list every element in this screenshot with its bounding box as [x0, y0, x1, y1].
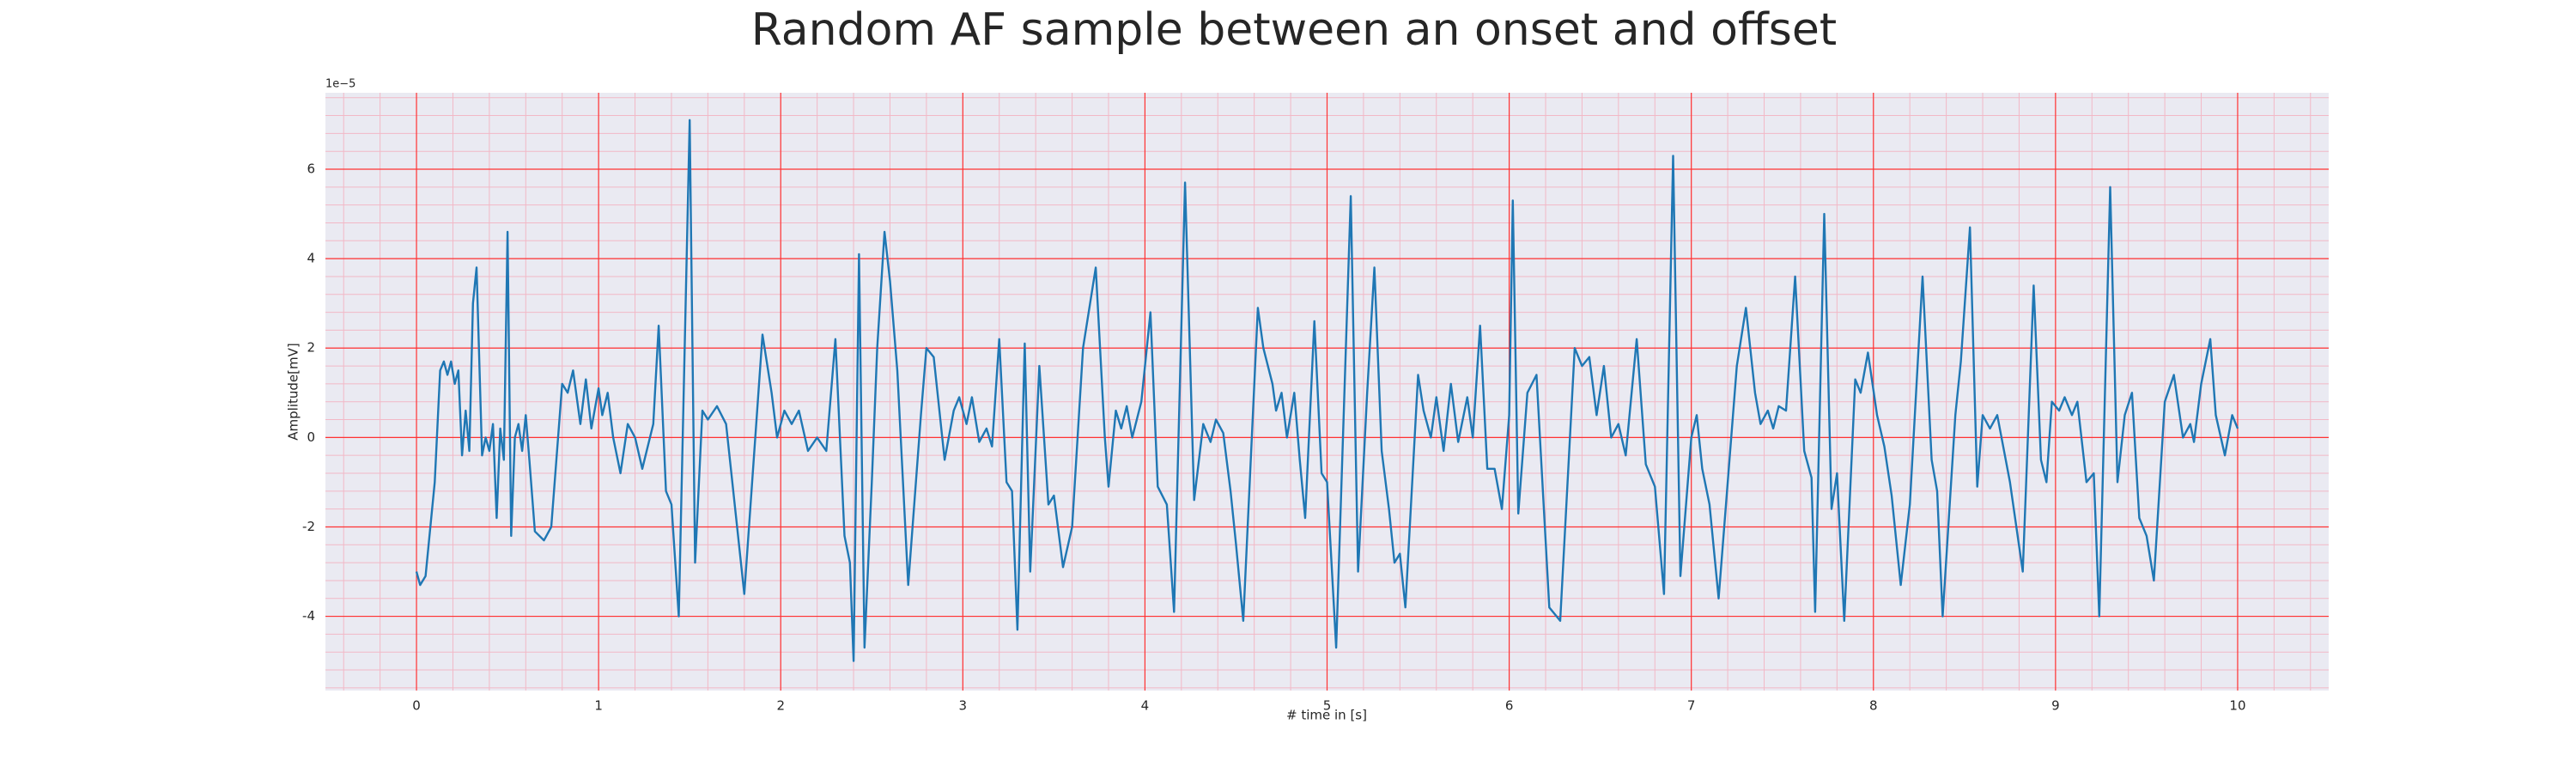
x-tick-label: 4	[1141, 698, 1150, 714]
x-tick-label: 7	[1687, 698, 1696, 714]
y-axis-label: Amplitude[mV]	[286, 343, 301, 440]
x-tick-label: 1	[594, 698, 603, 714]
y-tick-label: 0	[307, 429, 315, 445]
x-tick-label: 0	[412, 698, 421, 714]
y-tick-label: -2	[302, 519, 315, 534]
chart-title: Random AF sample between an onset and of…	[751, 4, 1837, 56]
y-tick-label: 6	[307, 161, 315, 177]
x-tick-label: 2	[776, 698, 785, 714]
y-offset-text: 1e−5	[325, 78, 355, 91]
x-tick-label: 10	[2229, 698, 2245, 714]
line	[415, 119, 2239, 662]
y-tick-label: 4	[307, 251, 315, 266]
x-tick-label: 8	[1869, 698, 1878, 714]
x-axis-label: # time in [s]	[1286, 708, 1367, 723]
x-tick-label: 3	[959, 698, 968, 714]
x-tick-label: 9	[2051, 698, 2060, 714]
y-tick-label: -4	[302, 608, 315, 624]
y-tick-label: 2	[307, 340, 315, 356]
x-tick-label: 6	[1505, 698, 1514, 714]
x-tick-label: 5	[1323, 698, 1332, 714]
